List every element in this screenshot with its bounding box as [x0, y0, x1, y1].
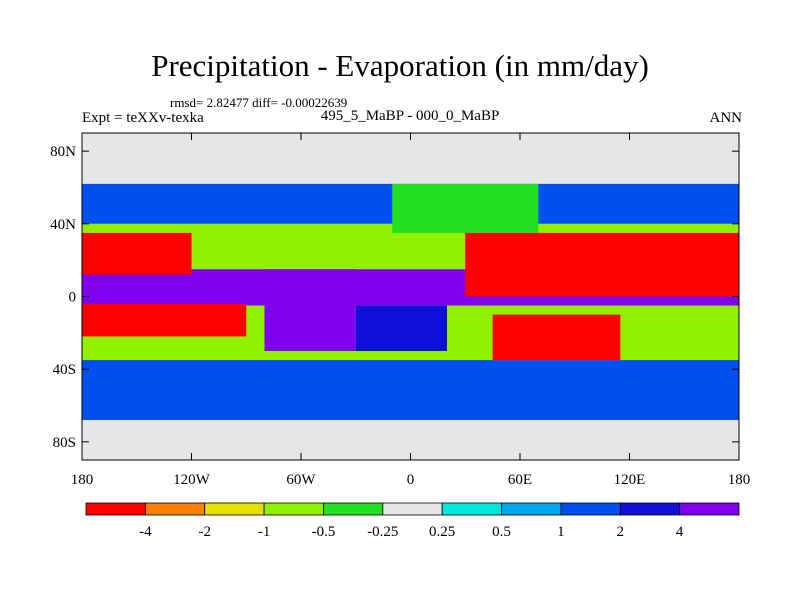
colorbar-label: 1: [557, 524, 565, 540]
region-europe-wet: [392, 183, 539, 233]
colorbar-bin: [441, 502, 502, 516]
colorbar: -4 -2 -1 -0.5 -0.25 0.25 0.5 1 2 4: [85, 502, 740, 540]
colorbar-label: 4: [676, 524, 684, 540]
map-regions: [82, 133, 739, 460]
colorbar-label: -0.5: [312, 524, 336, 540]
colorbar-bin: [144, 502, 206, 516]
case-label: 495_5_MaBP - 000_0_MaBP: [320, 108, 500, 124]
x-tick-label: 180: [71, 472, 94, 488]
colorbar-bin: [501, 502, 562, 516]
region-indian-ocean-dry: [492, 314, 621, 361]
y-axis: 80N 40N 0 40S 80S: [50, 144, 739, 451]
region-south-pacific-dry: [82, 303, 247, 337]
colorbar-bin: [85, 502, 146, 516]
region-southern-mid-latitudes: [82, 360, 739, 421]
colorbar-label: -4: [139, 524, 152, 540]
x-axis: 180 120W 60W 0 60E 120E 180: [71, 133, 751, 488]
season-label: ANN: [709, 110, 743, 126]
colorbar-bin: [263, 502, 324, 516]
chart-title: Precipitation - Evaporation (in mm/day): [151, 48, 649, 83]
colorbar-label: -1: [258, 524, 271, 540]
colorbar-label: 0.25: [429, 524, 455, 540]
colorbar-label: -0.25: [367, 524, 398, 540]
y-tick-label: 0: [69, 290, 77, 306]
colorbar-bin: [679, 502, 740, 516]
region-south-america-wet: [264, 269, 356, 351]
region-africa-asia-dry: [465, 232, 739, 297]
colorbar-bin: [619, 502, 681, 516]
region-northern-high-latitudes: [82, 133, 739, 184]
colorbar-bin: [560, 502, 621, 516]
x-tick-label: 120W: [173, 472, 211, 488]
x-tick-label: 60W: [286, 472, 316, 488]
experiment-label: Expt = teXXv-texka: [82, 110, 204, 126]
stats-line: rmsd= 2.82477 diff= -0.00022639: [170, 95, 348, 110]
region-south-atlantic-wet: [355, 305, 447, 351]
y-tick-label: 40N: [50, 217, 76, 233]
region-east-pacific-dry: [82, 232, 192, 275]
colorbar-bin: [323, 502, 384, 516]
colorbar-label: 0.5: [492, 524, 511, 540]
colorbar-label: -2: [198, 524, 211, 540]
x-tick-label: 60E: [508, 472, 532, 488]
y-tick-label: 40S: [53, 362, 76, 378]
colorbar-bin: [204, 502, 265, 516]
y-tick-label: 80S: [53, 435, 76, 451]
x-tick-label: 0: [407, 472, 415, 488]
x-tick-label: 180: [728, 472, 751, 488]
colorbar-bin: [382, 502, 443, 516]
x-tick-label: 120E: [614, 472, 646, 488]
y-tick-label: 80N: [50, 144, 76, 160]
colorbar-label: 2: [617, 524, 625, 540]
